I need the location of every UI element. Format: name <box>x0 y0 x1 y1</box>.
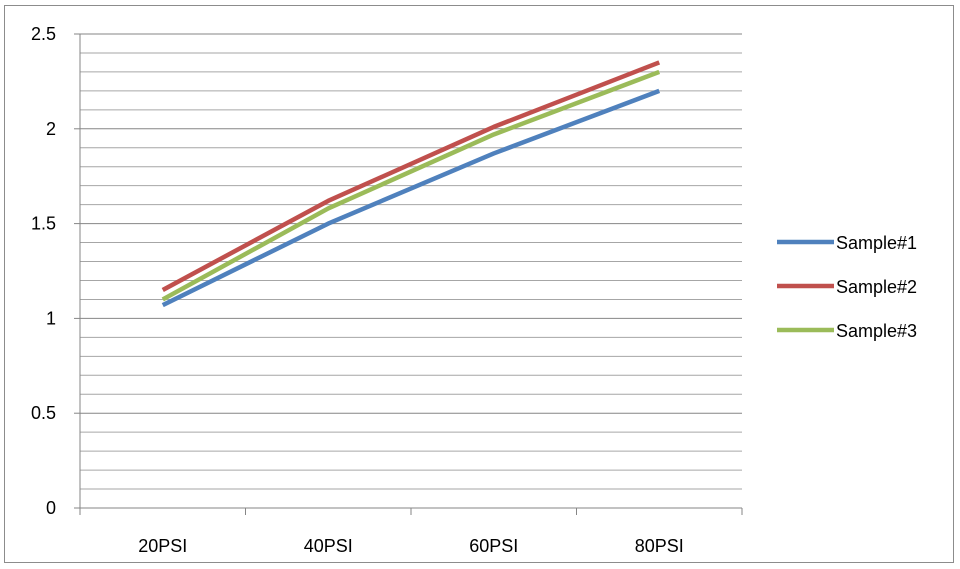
legend-label-3: Sample#3 <box>836 321 917 341</box>
legend-label-2: Sample#2 <box>836 277 917 297</box>
x-tick-label: 60PSI <box>469 536 518 556</box>
x-tick-label: 20PSI <box>138 536 187 556</box>
y-tick-label: 1 <box>46 308 56 328</box>
gridlines <box>80 33 742 490</box>
x-axis-tick-labels: 20PSI 40PSI 60PSI 80PSI <box>138 536 684 556</box>
x-tick-label: 40PSI <box>304 536 353 556</box>
series-line-1 <box>161 88 661 308</box>
y-tick-label: 1.5 <box>31 214 56 234</box>
y-tick-label: 2.5 <box>31 24 56 44</box>
y-axis-tick-labels: 0 0.5 1 1.5 2 2.5 <box>31 24 56 518</box>
series-line-3 <box>161 69 661 302</box>
axes <box>74 33 743 515</box>
series-lines <box>161 60 661 308</box>
series-line-2 <box>161 60 661 292</box>
legend-label-1: Sample#1 <box>836 233 917 253</box>
y-tick-label: 0 <box>46 498 56 518</box>
y-tick-label: 0.5 <box>31 403 56 423</box>
legend: Sample#1 Sample#2 Sample#3 <box>777 233 917 341</box>
y-tick-label: 2 <box>46 119 56 139</box>
x-tick-label: 80PSI <box>635 536 684 556</box>
